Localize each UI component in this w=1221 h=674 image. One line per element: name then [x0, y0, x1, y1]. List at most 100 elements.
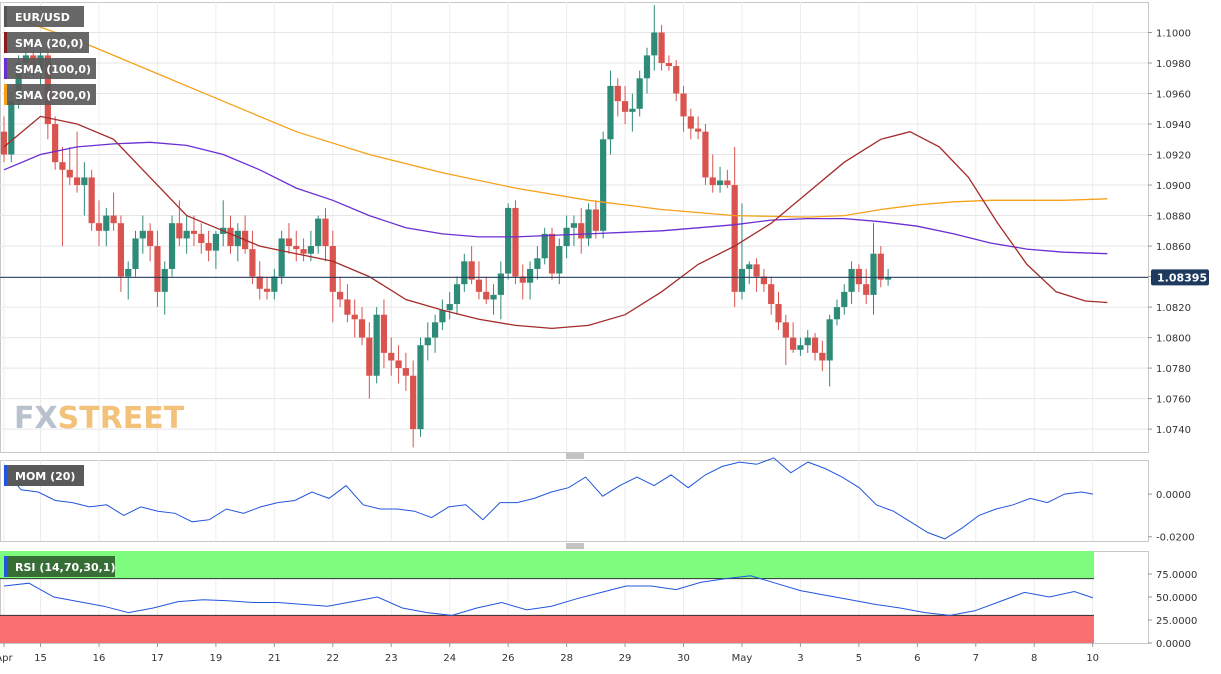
- time-tick-label: 6: [914, 653, 920, 664]
- rsi-tick-label: 25.0000: [1156, 616, 1197, 627]
- candle: [300, 238, 307, 262]
- candle: [278, 230, 285, 285]
- candle-body: [629, 108, 636, 112]
- candle: [227, 215, 234, 254]
- candle-body: [716, 180, 724, 186]
- candle: [863, 268, 870, 305]
- candle: [139, 215, 146, 254]
- candle-body: [585, 209, 592, 239]
- legend-item[interactable]: EUR/USD: [4, 6, 84, 27]
- time-tick-label: 17: [151, 653, 164, 664]
- candle-body: [73, 177, 81, 186]
- candle: [125, 261, 132, 300]
- candle-body: [278, 238, 285, 277]
- candle: [358, 307, 366, 346]
- candle: [168, 215, 176, 277]
- legend-swatch: [4, 58, 7, 79]
- candle-body: [673, 66, 680, 94]
- candle: [424, 322, 431, 361]
- legend-item[interactable]: SMA (100,0): [4, 58, 96, 79]
- candle: [578, 207, 585, 254]
- candle: [59, 146, 66, 247]
- candle-body: [775, 304, 782, 323]
- candle: [263, 276, 271, 300]
- legend: EUR/USD SMA (20,0) SMA (100,0) SMA (200,0) M…: [4, 6, 115, 577]
- candle: [702, 124, 709, 186]
- candle: [293, 230, 300, 262]
- candle-body: [497, 273, 504, 295]
- candle: [526, 261, 534, 300]
- candle: [790, 322, 797, 353]
- candle: [497, 261, 504, 320]
- time-tick-label: 21: [268, 653, 281, 664]
- candle: [797, 337, 804, 356]
- candle: [337, 276, 344, 308]
- legend-item[interactable]: SMA (200,0): [4, 84, 96, 105]
- sma200-line: [3, 13, 1108, 218]
- current-price-label: 1.08395: [1157, 271, 1207, 284]
- candle-body: [453, 284, 461, 305]
- sma20-line: [3, 115, 1108, 330]
- price-tick-label: 1.0820: [1156, 303, 1191, 314]
- candle: [205, 230, 212, 262]
- panel-resize-handle[interactable]: [566, 453, 584, 459]
- time-tick-label: 28: [560, 653, 573, 664]
- candle-body: [695, 128, 702, 132]
- momentum-frame: [0, 460, 1149, 542]
- candle-body: [395, 360, 402, 369]
- time-tick-label: 8: [1031, 653, 1037, 664]
- candle: [636, 70, 643, 117]
- candle: [95, 200, 103, 247]
- time-tick-label: 15: [34, 653, 47, 664]
- candle-body: [366, 337, 373, 376]
- price-tick-label: 1.0900: [1156, 181, 1191, 192]
- candle: [256, 261, 263, 300]
- candle-body: [483, 291, 490, 300]
- candle-body: [161, 268, 168, 292]
- candle: [344, 284, 351, 323]
- rsi-label-bg: [4, 556, 115, 577]
- candle: [607, 70, 614, 155]
- legend-label: SMA (20,0): [15, 37, 83, 50]
- price-tick-label: 1.0960: [1156, 90, 1191, 101]
- candle: [0, 116, 8, 163]
- candle: [768, 276, 775, 315]
- legend-swatch: [4, 84, 7, 105]
- candle-body: [731, 185, 738, 292]
- time-tick-label: 29: [619, 653, 632, 664]
- sma100-line: [3, 141, 1108, 255]
- candle-body: [848, 268, 855, 292]
- panel-resize-handle[interactable]: [566, 543, 584, 549]
- candle: [395, 345, 402, 384]
- candle: [402, 352, 409, 391]
- legend-box: [4, 58, 96, 79]
- candle-body: [132, 238, 139, 269]
- legend-label: SMA (200,0): [15, 89, 91, 102]
- candle-body: [8, 101, 15, 155]
- candle-body: [724, 180, 731, 186]
- candle: [483, 276, 490, 305]
- candle-body: [738, 268, 746, 292]
- candle-body: [59, 162, 66, 170]
- candle-body: [512, 207, 519, 277]
- candle: [848, 261, 855, 305]
- candle-body: [680, 93, 687, 117]
- price-tick-label: 1.0980: [1156, 59, 1191, 70]
- time-tick-label: May: [732, 653, 753, 664]
- candle-body: [263, 288, 271, 292]
- candle-body: [190, 230, 198, 234]
- candle-body: [790, 337, 797, 350]
- legend-item[interactable]: SMA (20,0): [4, 32, 89, 53]
- candle-body: [760, 276, 767, 285]
- candle: [431, 314, 439, 353]
- candle-body: [147, 230, 154, 247]
- candle-body: [439, 310, 446, 323]
- price-panel: [0, 5, 1148, 448]
- candle-body: [234, 230, 241, 247]
- candle: [621, 85, 629, 125]
- legend-swatch: [4, 6, 7, 27]
- rsi-oversold-zone: [0, 615, 1094, 643]
- watermark: FXSTREET: [14, 401, 185, 436]
- price-tick-label: 1.0940: [1156, 120, 1191, 131]
- candle: [475, 261, 483, 300]
